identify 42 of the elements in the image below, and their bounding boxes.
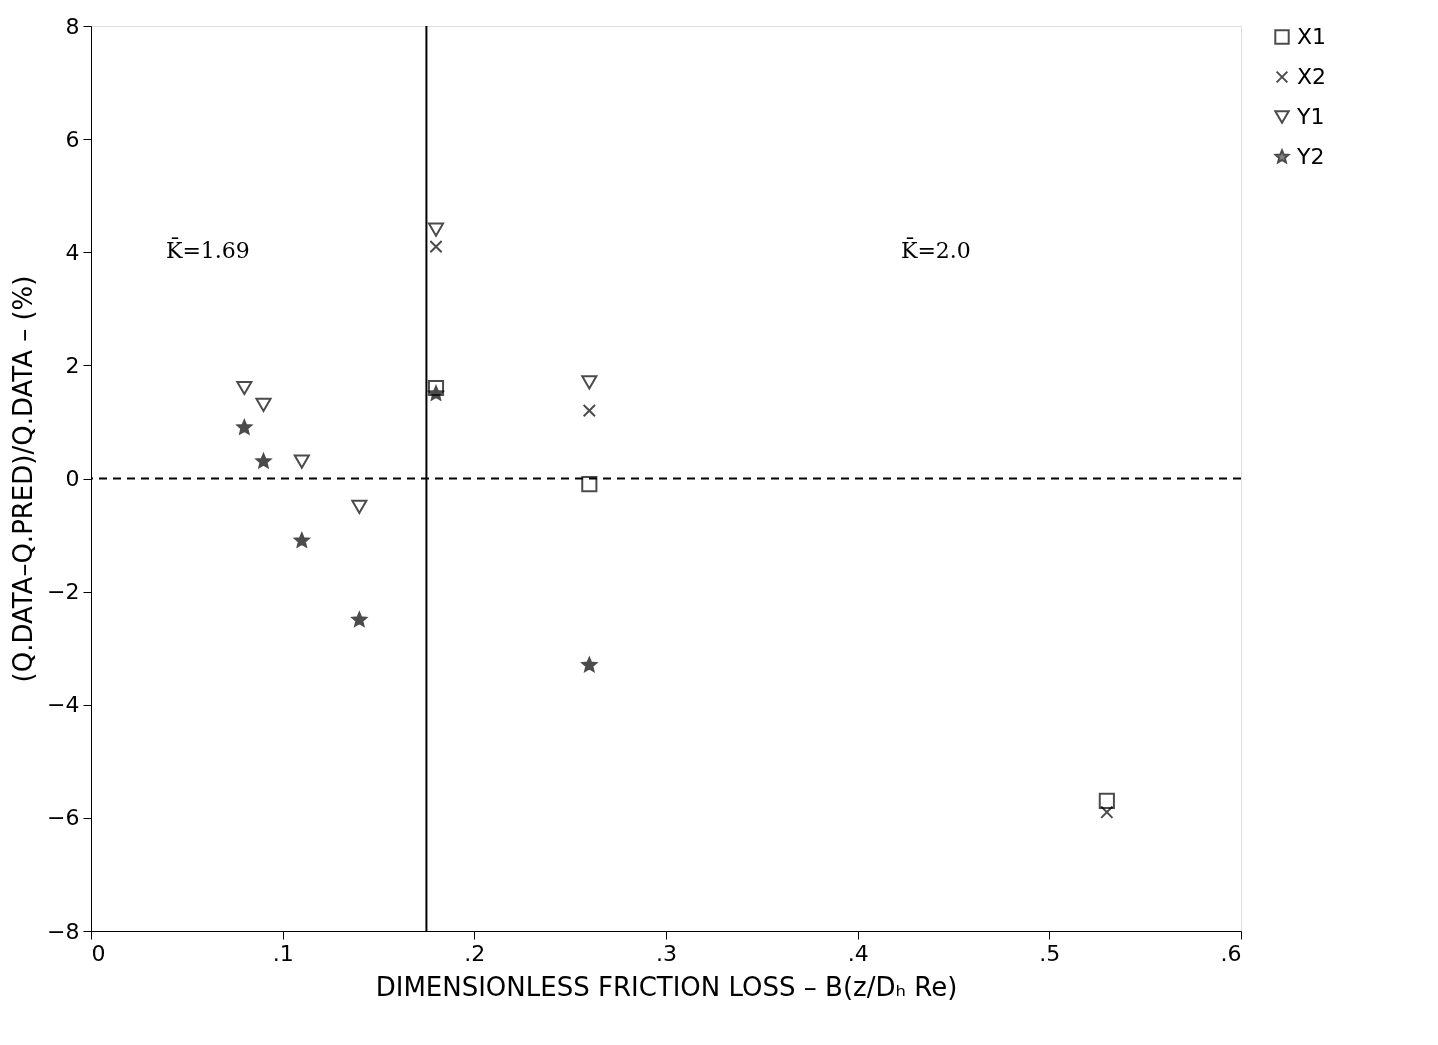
point [1100,805,1114,819]
y-tick-label: 0 [65,466,80,491]
annotation: K̄=1.69 [166,236,250,263]
y-axis-title: (Q.DATA–Q.PRED)/Q.DATA – (%) [8,275,39,683]
point [581,657,598,672]
y-tick-label: −2 [47,579,80,605]
legend-label: Y2 [1296,144,1325,169]
point [427,222,445,237]
x-tick-label: .3 [656,940,677,966]
point [429,239,443,254]
legend-label: X1 [1297,24,1327,49]
x-tick-label: .2 [464,940,486,966]
x-axis-title: DIMENSIONLESS FRICTION LOSS – B(z/Dₕ Re) [375,971,958,1002]
y-tick-label: −6 [47,805,80,831]
point [351,611,368,627]
x-tick-label: .5 [1039,940,1061,966]
annotation: K̄=2.0 [901,236,971,263]
y-tick-label: 6 [65,126,80,152]
point [351,499,368,514]
point [581,476,598,493]
y-tick-label: 4 [65,239,80,265]
point [428,385,444,401]
y-tick-label: 8 [65,13,80,39]
y-tick-label: −4 [47,692,80,718]
point [582,403,596,418]
x-tick-label: .1 [272,940,294,966]
point [255,453,272,469]
point [255,397,272,413]
point [427,379,445,397]
point [294,532,310,548]
legend-label: Y1 [1296,104,1325,129]
point [1098,792,1115,809]
point [236,380,253,396]
legend-label: X2 [1297,64,1327,89]
y-tick-label: −8 [47,918,80,944]
x-tick-label: 0 [91,940,106,966]
x-tick-label: .6 [1220,940,1242,966]
y-tick-label: 2 [65,352,80,378]
x-tick-label: .4 [847,940,869,966]
point [236,419,253,435]
point [581,375,598,390]
point [293,454,310,469]
